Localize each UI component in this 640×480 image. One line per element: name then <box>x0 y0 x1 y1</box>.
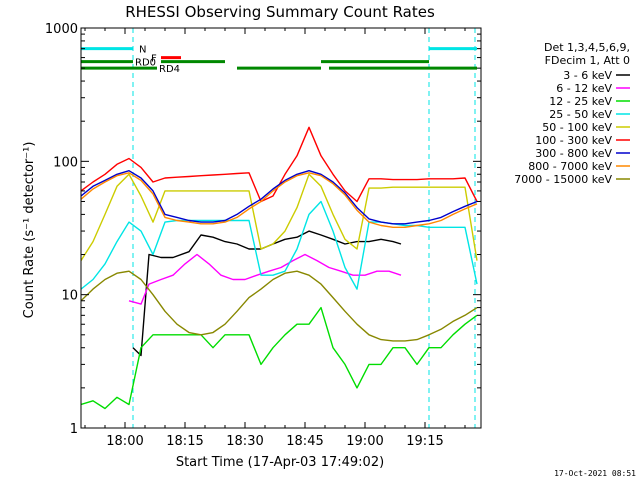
legend-label-8: 7000 - 15000 keV <box>514 173 612 186</box>
annotation-label-rd0: RD0 <box>135 58 156 69</box>
chart-title: RHESSI Observing Summary Count Rates <box>125 3 435 21</box>
legend-header-0: Det 1,3,4,5,6,9, <box>544 41 630 54</box>
x-tick-label-3: 18:45 <box>286 434 323 449</box>
annotation-label-f: F <box>151 54 157 65</box>
legend-label-2: 12 - 25 keV <box>549 95 612 108</box>
x-tick-label-5: 19:15 <box>406 434 443 449</box>
timestamp: 17-Oct-2021 08:51 <box>554 469 636 478</box>
series-line-1 <box>128 253 402 305</box>
plot-frame <box>80 27 482 429</box>
y-axis-label: Count Rate (s⁻¹ detector⁻¹) <box>22 142 37 319</box>
x-tick-label-2: 18:30 <box>226 434 263 449</box>
series-line-2 <box>81 306 478 410</box>
legend-label-3: 25 - 50 keV <box>549 108 612 121</box>
series-line-8 <box>81 270 478 342</box>
legend-label-7: 800 - 7000 keV <box>528 160 612 173</box>
series-line-4 <box>81 173 478 261</box>
series-line-6 <box>81 169 478 225</box>
series-line-5 <box>81 126 478 203</box>
series-line-0 <box>132 230 402 357</box>
legend-label-6: 300 - 800 keV <box>535 147 612 160</box>
y-tick-label-3: 1000 <box>45 22 78 37</box>
legend-label-4: 50 - 100 keV <box>542 121 612 134</box>
annotation-label-rd4: RD4 <box>159 64 180 75</box>
series-line-7 <box>81 172 478 229</box>
annotation-label-n: N <box>139 45 146 56</box>
y-tick-label-1: 10 <box>61 289 78 304</box>
series-line-3 <box>81 200 478 290</box>
legend-header-1: FDecim 1, Att 0 <box>545 54 630 67</box>
x-tick-label-1: 18:15 <box>166 434 203 449</box>
legend-label-1: 6 - 12 keV <box>556 82 612 95</box>
legend-label-5: 100 - 300 keV <box>535 134 612 147</box>
y-tick-label-0: 1 <box>70 422 78 437</box>
y-tick-label-2: 100 <box>53 155 78 170</box>
legend-label-0: 3 - 6 keV <box>563 69 612 82</box>
x-axis-label: Start Time (17-Apr-03 17:49:02) <box>176 455 384 470</box>
x-tick-label-4: 19:00 <box>346 434 383 449</box>
x-tick-label-0: 18:00 <box>106 434 143 449</box>
